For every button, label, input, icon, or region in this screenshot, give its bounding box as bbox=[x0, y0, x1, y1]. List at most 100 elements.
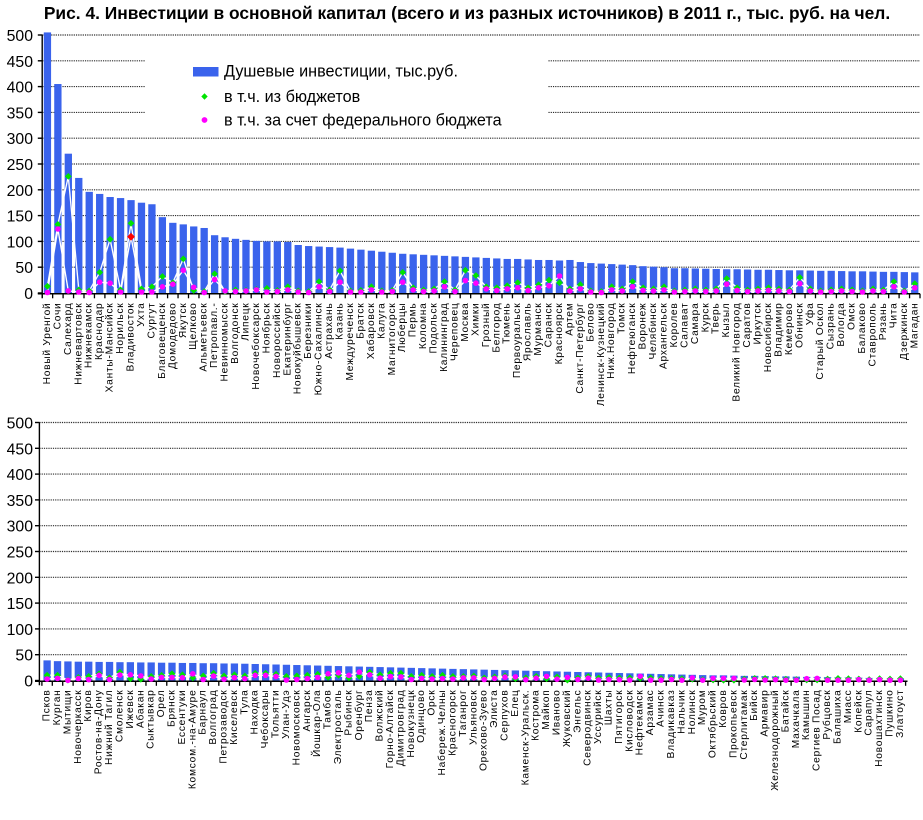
svg-text:300: 300 bbox=[7, 519, 34, 536]
svg-text:Йошкар-Ола: Йошкар-Ола bbox=[310, 690, 323, 758]
svg-text:Березники: Березники bbox=[303, 303, 314, 359]
svg-text:Горно-Алтайск: Горно-Алтайск bbox=[385, 690, 396, 769]
svg-text:Рязань: Рязань bbox=[878, 303, 889, 341]
svg-text:Королев: Королев bbox=[669, 303, 680, 348]
svg-text:Северодвинск: Северодвинск bbox=[583, 690, 594, 766]
svg-text:Одинцово: Одинцово bbox=[416, 690, 427, 743]
svg-text:Батайск: Батайск bbox=[780, 690, 791, 733]
svg-text:Волгодонск: Волгодонск bbox=[230, 303, 241, 364]
svg-text:Майкоп: Майкоп bbox=[541, 690, 552, 730]
svg-text:Тюмень: Тюмень bbox=[502, 303, 513, 344]
svg-text:Сарапул: Сарапул bbox=[864, 690, 875, 736]
svg-text:Магадан: Магадан bbox=[909, 303, 920, 349]
svg-text:Южно-Сахалинск: Южно-Сахалинск bbox=[314, 303, 325, 396]
svg-text:Новошахтинск: Новошахтинск bbox=[874, 690, 885, 767]
svg-text:Шахты: Шахты bbox=[604, 690, 615, 726]
svg-text:Смоленск: Смоленск bbox=[114, 690, 125, 743]
svg-text:0: 0 bbox=[24, 674, 33, 691]
svg-text:Нефтекамск: Нефтекамск bbox=[634, 690, 646, 756]
svg-text:Челябинск: Челябинск bbox=[647, 303, 659, 360]
svg-text:Новомосковск: Новомосковск bbox=[291, 690, 302, 766]
svg-text:Невинномысск: Невинномысск bbox=[220, 303, 231, 382]
svg-text:Ижевск: Ижевск bbox=[125, 690, 136, 729]
svg-text:Волгоград: Волгоград bbox=[208, 690, 219, 745]
svg-text:Междуреченск: Междуреченск bbox=[345, 303, 356, 381]
svg-text:Сургут: Сургут bbox=[146, 303, 157, 339]
svg-text:Самара: Самара bbox=[690, 303, 701, 345]
svg-text:Махачкала: Махачкала bbox=[791, 690, 802, 749]
svg-text:Иркутск: Иркутск bbox=[753, 303, 764, 345]
svg-text:Калуга: Калуга bbox=[376, 303, 387, 339]
svg-text:Красноярск: Красноярск bbox=[554, 303, 565, 365]
svg-text:Братск: Братск bbox=[355, 303, 366, 339]
svg-text:Уссурийск: Уссурийск bbox=[593, 690, 604, 744]
svg-text:Сергиев Посад: Сергиев Посад bbox=[812, 690, 823, 771]
svg-text:Петропавл.-: Петропавл.- bbox=[209, 303, 220, 368]
svg-text:Саратов: Саратов bbox=[742, 303, 753, 348]
svg-text:Подольск: Подольск bbox=[429, 303, 440, 354]
svg-text:Владивосток: Владивосток bbox=[126, 303, 137, 372]
svg-text:Тверь: Тверь bbox=[711, 303, 722, 334]
svg-text:Находка: Находка bbox=[250, 690, 261, 735]
svg-text:Ярославль: Ярославль bbox=[523, 303, 534, 362]
svg-text:Благовещенск: Благовещенск bbox=[157, 303, 168, 379]
svg-text:Краснодар: Краснодар bbox=[94, 303, 105, 360]
svg-text:Таганрог: Таганрог bbox=[458, 690, 469, 737]
svg-text:Балашиха: Балашиха bbox=[833, 690, 844, 744]
svg-text:Ростов-на-Дону: Ростов-на-Дону bbox=[94, 689, 105, 774]
svg-text:Сызрань: Сызрань bbox=[826, 303, 837, 350]
svg-text:Ханты-Мансийск: Ханты-Мансийск bbox=[105, 303, 116, 393]
svg-text:Ачинск: Ачинск bbox=[656, 690, 667, 727]
svg-text:Абакан: Абакан bbox=[134, 690, 146, 729]
svg-text:Новочеркасск: Новочеркасск bbox=[73, 690, 84, 764]
svg-text:Златоуст: Златоуст bbox=[895, 690, 906, 738]
svg-text:450: 450 bbox=[7, 54, 34, 71]
svg-text:Энгельс: Энгельс bbox=[572, 690, 583, 733]
svg-text:Новокузнецк: Новокузнецк bbox=[406, 690, 417, 758]
svg-text:Сыктывкар: Сыктывкар bbox=[146, 690, 157, 749]
svg-text:Мытищи: Мытищи bbox=[62, 690, 73, 735]
svg-text:200: 200 bbox=[7, 570, 34, 587]
svg-text:Волжский: Волжский bbox=[375, 690, 386, 742]
svg-text:Ленинск-Кузнецкий: Ленинск-Кузнецкий bbox=[596, 303, 607, 407]
svg-text:Владикавказ: Владикавказ bbox=[666, 690, 677, 759]
svg-text:Обнинск: Обнинск bbox=[793, 303, 805, 349]
svg-text:Вологда: Вологда bbox=[836, 303, 847, 347]
svg-text:Уфа: Уфа bbox=[804, 303, 816, 326]
svg-text:Якутск: Якутск bbox=[178, 303, 189, 339]
svg-text:Москва: Москва bbox=[460, 303, 471, 342]
svg-text:Пермь: Пермь bbox=[408, 303, 419, 338]
svg-text:Кисловодск: Кисловодск bbox=[624, 690, 635, 752]
svg-text:Омск: Омск bbox=[847, 303, 858, 330]
svg-text:Стерлитамак: Стерлитамак bbox=[739, 690, 750, 760]
svg-text:Мурманск: Мурманск bbox=[533, 303, 544, 356]
svg-text:Улан-Удэ: Улан-Удэ bbox=[281, 690, 292, 739]
svg-text:Курск: Курск bbox=[700, 303, 711, 333]
svg-text:Нижневартовск: Нижневартовск bbox=[73, 303, 84, 385]
svg-text:Бийск: Бийск bbox=[749, 690, 760, 721]
svg-text:Нефтеюганск: Нефтеюганск bbox=[626, 303, 638, 375]
svg-text:Альметьевск: Альметьевск bbox=[199, 303, 210, 372]
svg-text:Димитровград: Димитровград bbox=[395, 690, 406, 767]
svg-text:Набереж.Челны: Набереж.Челны bbox=[436, 690, 448, 776]
svg-text:Копейск: Копейск bbox=[853, 690, 864, 733]
svg-text:Химки: Химки bbox=[470, 303, 481, 336]
svg-text:Чебоксары: Чебоксары bbox=[259, 690, 271, 749]
svg-text:Ессентуки: Ессентуки bbox=[177, 690, 188, 745]
svg-text:Армавир: Армавир bbox=[760, 690, 771, 737]
svg-text:Комсом.-на-Амуре: Комсом.-на-Амуре bbox=[187, 690, 198, 790]
svg-text:350: 350 bbox=[7, 105, 34, 122]
svg-text:250: 250 bbox=[7, 545, 34, 562]
svg-text:Ставрополь: Ставрополь bbox=[868, 303, 879, 367]
svg-text:Иваново: Иваново bbox=[552, 690, 563, 736]
svg-text:Киров: Киров bbox=[83, 690, 94, 722]
svg-text:Астрахань: Астрахань bbox=[324, 303, 335, 359]
svg-text:Ковров: Ковров bbox=[718, 690, 729, 728]
svg-text:Каменск-Уральск.: Каменск-Уральск. bbox=[520, 690, 531, 786]
svg-text:500: 500 bbox=[7, 28, 34, 45]
svg-text:0: 0 bbox=[24, 286, 33, 303]
svg-text:Щелково: Щелково bbox=[188, 303, 199, 350]
svg-text:Серпухов: Серпухов bbox=[500, 690, 511, 741]
svg-text:Рубцовск: Рубцовск bbox=[821, 690, 833, 740]
svg-text:Петрозаводск: Петрозаводск bbox=[219, 690, 230, 764]
